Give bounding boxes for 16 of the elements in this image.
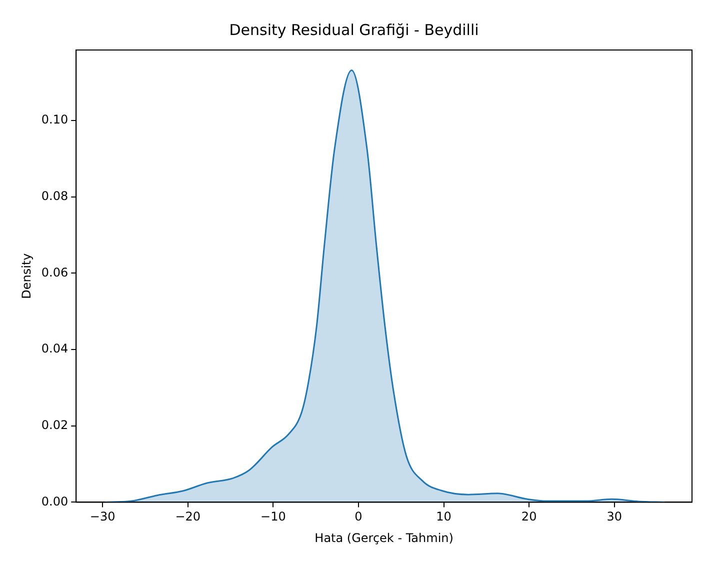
y-tick-label: 0.02 xyxy=(41,418,68,432)
x-tick-label: 30 xyxy=(606,510,622,524)
y-tick-label: 0.06 xyxy=(41,265,68,280)
x-tick-label: −20 xyxy=(175,510,201,524)
x-tick-label: −10 xyxy=(260,510,286,524)
chart-title: Density Residual Grafiği - Beydilli xyxy=(229,20,479,39)
y-tick-label: 0.08 xyxy=(41,189,68,204)
y-tick-label: 0.10 xyxy=(41,112,68,127)
x-tick-label: 10 xyxy=(436,510,452,524)
x-tick-label: 20 xyxy=(521,510,537,524)
y-tick-label: 0.00 xyxy=(41,494,68,508)
x-tick-label: 0 xyxy=(354,510,362,524)
x-axis-title: Hata (Gerçek - Tahmin) xyxy=(314,530,454,545)
y-tick-label: 0.04 xyxy=(41,342,68,356)
x-tick-label: −30 xyxy=(90,510,116,524)
y-axis-title: Density xyxy=(19,253,34,299)
